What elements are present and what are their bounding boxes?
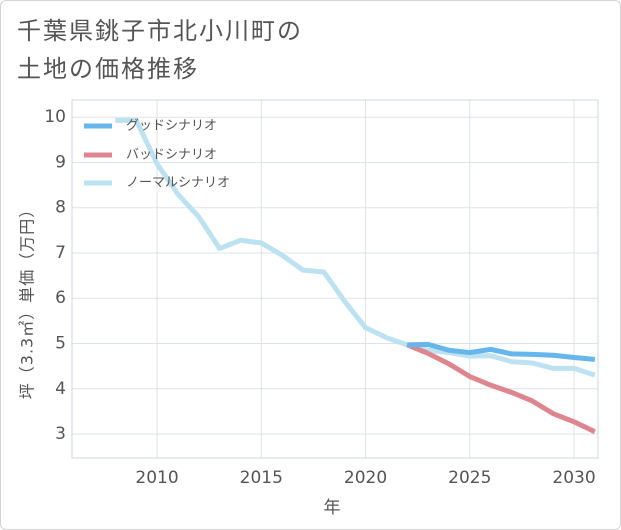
x-tick-label: 2025 bbox=[448, 468, 491, 488]
y-tick-label: 6 bbox=[55, 288, 66, 308]
legend-item-normal: ノーマルシナリオ bbox=[84, 176, 230, 191]
x-tick-label: 2015 bbox=[240, 468, 283, 488]
x-tick-label: 2030 bbox=[552, 468, 595, 488]
chart-title-line-1: 千葉県銚子市北小川町の bbox=[17, 17, 303, 45]
legend-item-good: グッドシナリオ bbox=[84, 119, 217, 134]
y-axis-label: 坪（3.3㎡）単価（万円） bbox=[18, 201, 37, 399]
legend-item-bad: バッドシナリオ bbox=[84, 148, 217, 163]
legend-label-normal: ノーマルシナリオ bbox=[126, 176, 230, 191]
y-tick-label: 3 bbox=[55, 424, 66, 444]
plot-area bbox=[71, 99, 599, 459]
gridlines bbox=[72, 100, 598, 458]
series-layer bbox=[115, 117, 596, 435]
y-tick-label: 5 bbox=[55, 333, 66, 353]
legend-label-good: グッドシナリオ bbox=[126, 119, 217, 134]
y-tick-label: 9 bbox=[55, 152, 66, 172]
y-tick-label: 7 bbox=[55, 243, 66, 263]
x-axis-ticks: 2010 2015 2020 2025 2030 bbox=[135, 468, 595, 488]
y-tick-label: 8 bbox=[55, 198, 66, 218]
good-scenario-line bbox=[407, 341, 596, 362]
y-tick-label: 10 bbox=[44, 107, 66, 127]
normal-scenario-line bbox=[115, 117, 596, 378]
chart-title-line-2: 土地の価格推移 bbox=[17, 55, 199, 83]
x-tick-label: 2020 bbox=[344, 468, 387, 488]
bad-scenario-line bbox=[406, 342, 596, 435]
y-tick-label: 4 bbox=[55, 379, 66, 399]
x-axis-label: 年 bbox=[324, 498, 341, 518]
y-axis-ticks: 3 4 5 6 7 8 9 10 bbox=[44, 107, 66, 444]
x-tick-label: 2010 bbox=[135, 468, 178, 488]
legend: グッドシナリオ バッドシナリオ ノーマルシナリオ bbox=[84, 119, 230, 191]
legend-label-bad: バッドシナリオ bbox=[126, 148, 217, 163]
